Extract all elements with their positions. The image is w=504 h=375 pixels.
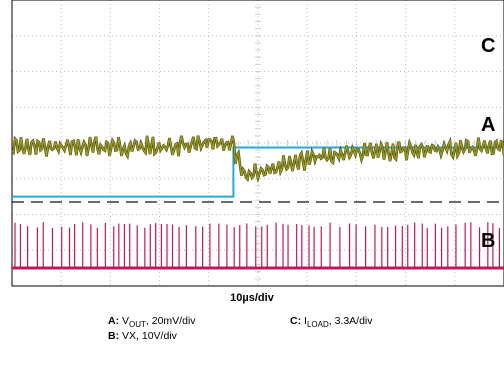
plot-frame bbox=[11, 0, 504, 287]
legend-c: C: ILOAD, 3.3A/div bbox=[290, 315, 373, 329]
traces bbox=[11, 135, 504, 270]
timebase-label: 10µs/div bbox=[230, 292, 274, 304]
legend-b-text: VX, 10V/div bbox=[122, 330, 177, 342]
legend-b-key: B: bbox=[108, 330, 120, 342]
legend-a-sub: OUT bbox=[129, 320, 146, 329]
channel-tag-a: A bbox=[481, 114, 495, 136]
legend-c-scale: , 3.3A/div bbox=[328, 315, 373, 327]
legend-a-scale: , 20mV/div bbox=[145, 315, 196, 327]
legend-c-sub: LOAD bbox=[306, 320, 329, 329]
legend-c-key: C: bbox=[290, 315, 302, 327]
channel-tag-b: B bbox=[481, 230, 495, 252]
oscilloscope-plot: C A B bbox=[11, 0, 504, 287]
legend-a: A: VOUT, 20mV/div bbox=[108, 315, 196, 329]
channel-tags: C A B bbox=[481, 35, 495, 252]
channel-tag-c: C bbox=[481, 35, 495, 57]
trace-a-vout bbox=[11, 135, 504, 181]
legend-a-key: A: bbox=[108, 315, 120, 327]
legend-a-name: V bbox=[122, 315, 130, 327]
legend-c-name: I bbox=[304, 315, 307, 327]
legend-b: B: VX, 10V/div bbox=[108, 330, 177, 342]
